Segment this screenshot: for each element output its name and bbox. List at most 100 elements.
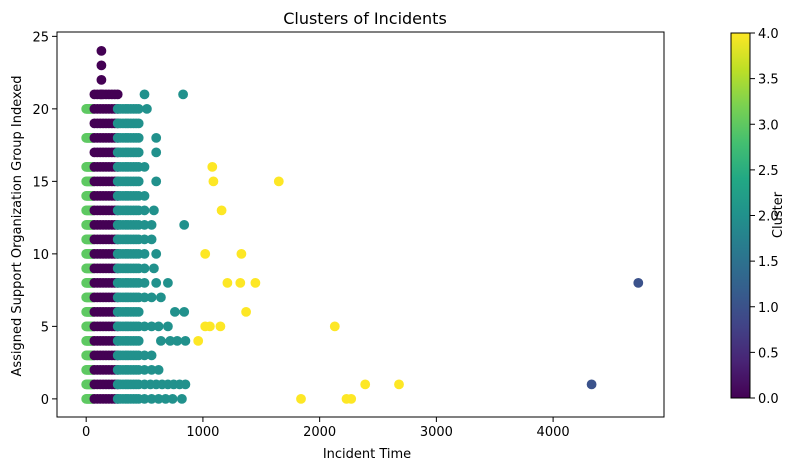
data-point — [133, 118, 144, 129]
data-point — [235, 278, 246, 288]
data-point — [215, 321, 226, 332]
data-point — [139, 350, 150, 361]
data-point — [633, 278, 644, 288]
colorbar-tick-label: 2.0 — [758, 210, 779, 225]
y-axis: 0 5 10 15 20 25 — [32, 30, 57, 408]
data-point — [163, 278, 173, 288]
data-point — [179, 220, 190, 230]
x-tick-label: 3000 — [420, 425, 453, 440]
data-point — [142, 104, 152, 114]
data-point — [96, 89, 107, 100]
data-point — [160, 394, 171, 404]
data-point — [146, 292, 157, 303]
data-point — [250, 278, 261, 288]
colorbar-label: Cluster — [771, 191, 786, 238]
data-point — [200, 249, 211, 259]
data-point — [139, 220, 150, 230]
x-tick-label: 1000 — [186, 425, 219, 440]
plot-area — [81, 46, 644, 404]
colorbar-tick-label: 4.0 — [758, 27, 779, 42]
data-point — [139, 365, 150, 375]
data-point — [146, 220, 157, 230]
data-point — [96, 75, 107, 85]
data-point — [139, 191, 150, 201]
data-point — [180, 379, 191, 390]
data-point — [151, 249, 162, 259]
x-axis: 0 1000 2000 3000 4000 — [82, 417, 570, 440]
data-point — [153, 394, 164, 404]
x-axis-label: Incident Time — [323, 447, 411, 462]
data-point — [156, 292, 166, 303]
data-point — [139, 394, 150, 404]
data-point — [346, 394, 357, 404]
data-points — [81, 46, 644, 404]
data-point — [216, 205, 227, 216]
colorbar-tick-label: 2.5 — [758, 164, 779, 179]
data-point — [146, 234, 157, 245]
y-tick-label: 10 — [32, 248, 49, 263]
colorbar-tick-label: 1.5 — [758, 255, 779, 270]
data-point — [586, 379, 597, 390]
data-point — [172, 336, 183, 346]
data-point — [139, 321, 150, 332]
data-point — [177, 394, 187, 404]
data-point — [149, 263, 159, 274]
data-point — [273, 176, 284, 187]
data-point — [139, 263, 150, 274]
plot-frame — [56, 31, 665, 418]
y-axis-label: Assigned Support Organization Group Inde… — [10, 75, 25, 376]
data-point — [222, 278, 233, 288]
data-point — [96, 60, 107, 71]
data-point — [151, 147, 162, 158]
colorbar-ticks: 0.0 0.5 1.0 1.5 2.0 2.5 3.0 3.5 4.0 — [750, 27, 779, 407]
colorbar-tick-label: 1.0 — [758, 301, 779, 316]
chart-title: Clusters of Incidents — [283, 9, 447, 28]
data-point — [170, 307, 180, 317]
data-point — [205, 321, 215, 332]
colorbar: 0.0 0.5 1.0 1.5 2.0 2.5 3.0 3.5 4.0 Cluster — [730, 27, 786, 407]
data-point — [112, 89, 123, 100]
colorbar-gradient — [731, 33, 750, 398]
data-point — [296, 394, 306, 404]
data-point — [96, 46, 107, 56]
data-point — [146, 394, 157, 404]
data-point — [146, 350, 157, 361]
data-point — [151, 176, 162, 187]
x-tick-label: 4000 — [537, 425, 570, 440]
data-point — [133, 133, 144, 143]
data-point — [167, 394, 178, 404]
x-tick-label: 0 — [82, 425, 90, 440]
y-tick-label: 20 — [32, 103, 49, 118]
data-point — [241, 307, 252, 317]
data-point — [360, 379, 371, 390]
data-point — [139, 292, 150, 303]
data-point — [146, 365, 157, 375]
data-point — [146, 321, 157, 332]
y-tick-label: 15 — [32, 175, 49, 190]
data-point — [133, 147, 144, 158]
colorbar-tick-label: 0.0 — [758, 392, 779, 407]
data-point — [178, 89, 189, 100]
data-point — [179, 307, 190, 317]
data-point — [151, 133, 162, 143]
data-point — [149, 205, 159, 216]
data-point — [236, 249, 247, 259]
data-point — [180, 336, 191, 346]
data-point — [329, 321, 340, 332]
data-point — [151, 278, 162, 288]
data-point — [165, 336, 176, 346]
data-point — [133, 176, 144, 187]
data-point — [207, 162, 218, 172]
data-point — [139, 249, 150, 259]
data-point — [153, 321, 164, 332]
data-point — [193, 336, 204, 346]
x-tick-label: 2000 — [303, 425, 336, 440]
y-tick-label: 5 — [41, 320, 49, 335]
colorbar-tick-label: 0.5 — [758, 346, 779, 361]
data-point — [139, 89, 150, 100]
data-point — [133, 336, 144, 346]
y-tick-label: 0 — [41, 393, 49, 408]
colorbar-tick-label: 3.5 — [758, 73, 779, 88]
y-tick-label: 25 — [32, 30, 49, 45]
